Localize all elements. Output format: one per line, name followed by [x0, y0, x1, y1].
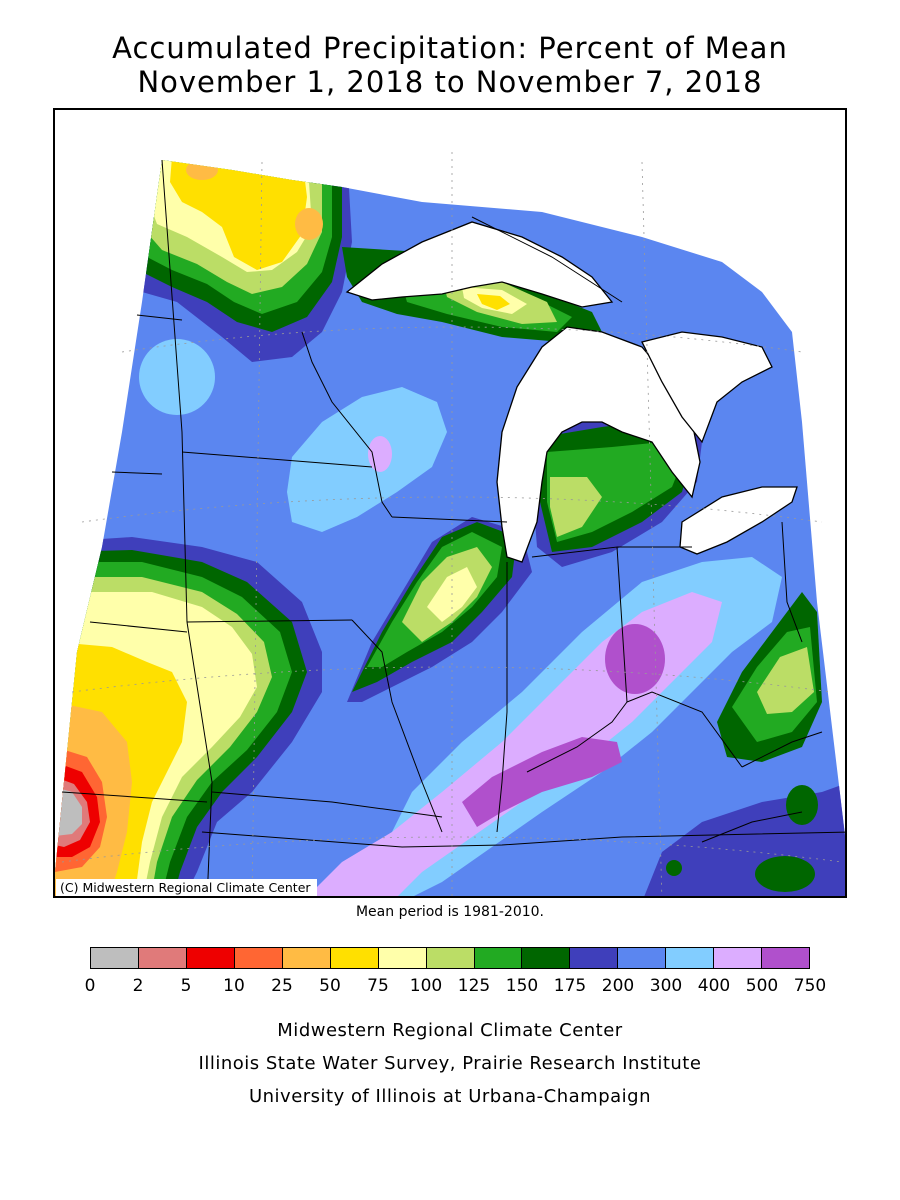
credit-line2: Illinois State Water Survey, Prairie Res… — [198, 1053, 702, 1074]
legend-label: 175 — [553, 976, 587, 996]
legend-swatch — [186, 948, 235, 968]
legend-swatch — [474, 948, 523, 968]
state-boundaries — [61, 159, 845, 896]
legend-label: 200 — [601, 976, 635, 996]
legend-swatch — [234, 948, 283, 968]
legend-label: 50 — [319, 976, 341, 996]
legend-label: 75 — [367, 976, 389, 996]
legend-swatch — [91, 948, 139, 968]
legend-swatch — [618, 948, 667, 968]
legend-label: 2 — [132, 976, 144, 996]
legend-swatch — [378, 948, 427, 968]
legend-swatch — [762, 948, 810, 968]
legend-label: 10 — [223, 976, 245, 996]
credit-line1: Midwestern Regional Climate Center — [277, 1020, 623, 1041]
legend-label: 750 — [793, 976, 827, 996]
copyright-notice: (C) Midwestern Regional Climate Center — [56, 879, 317, 896]
legend-swatch — [330, 948, 379, 968]
legend-label: 125 — [457, 976, 491, 996]
legend-label: 5 — [180, 976, 192, 996]
graticule — [61, 152, 843, 896]
legend-swatch — [282, 948, 331, 968]
legend-label: 400 — [697, 976, 731, 996]
legend-swatch — [570, 948, 619, 968]
legend-label: 25 — [271, 976, 293, 996]
mean-period-note: Mean period is 1981-2010. — [355, 904, 545, 920]
legend-swatch — [714, 948, 763, 968]
map-title-line2: November 1, 2018 to November 7, 2018 — [137, 65, 763, 99]
legend-swatch — [666, 948, 715, 968]
legend-label: 0 — [84, 976, 96, 996]
legend-swatch — [138, 948, 187, 968]
precipitation-map — [53, 108, 847, 898]
legend-label: 300 — [649, 976, 683, 996]
great-lakes — [345, 221, 798, 563]
legend-label: 100 — [409, 976, 443, 996]
legend-swatch — [522, 948, 571, 968]
legend-label: 150 — [505, 976, 539, 996]
legend-labels: 0 2 5 10 25 50 75 100 125 150 175 200 300 400 500 750 — [85, 976, 827, 998]
legend-swatch — [426, 948, 475, 968]
legend-label: 500 — [745, 976, 779, 996]
color-legend — [90, 947, 810, 969]
credit-line3: University of Illinois at Urbana-Champai… — [248, 1086, 652, 1107]
map-title-line1: Accumulated Precipitation: Percent of Me… — [112, 31, 788, 65]
